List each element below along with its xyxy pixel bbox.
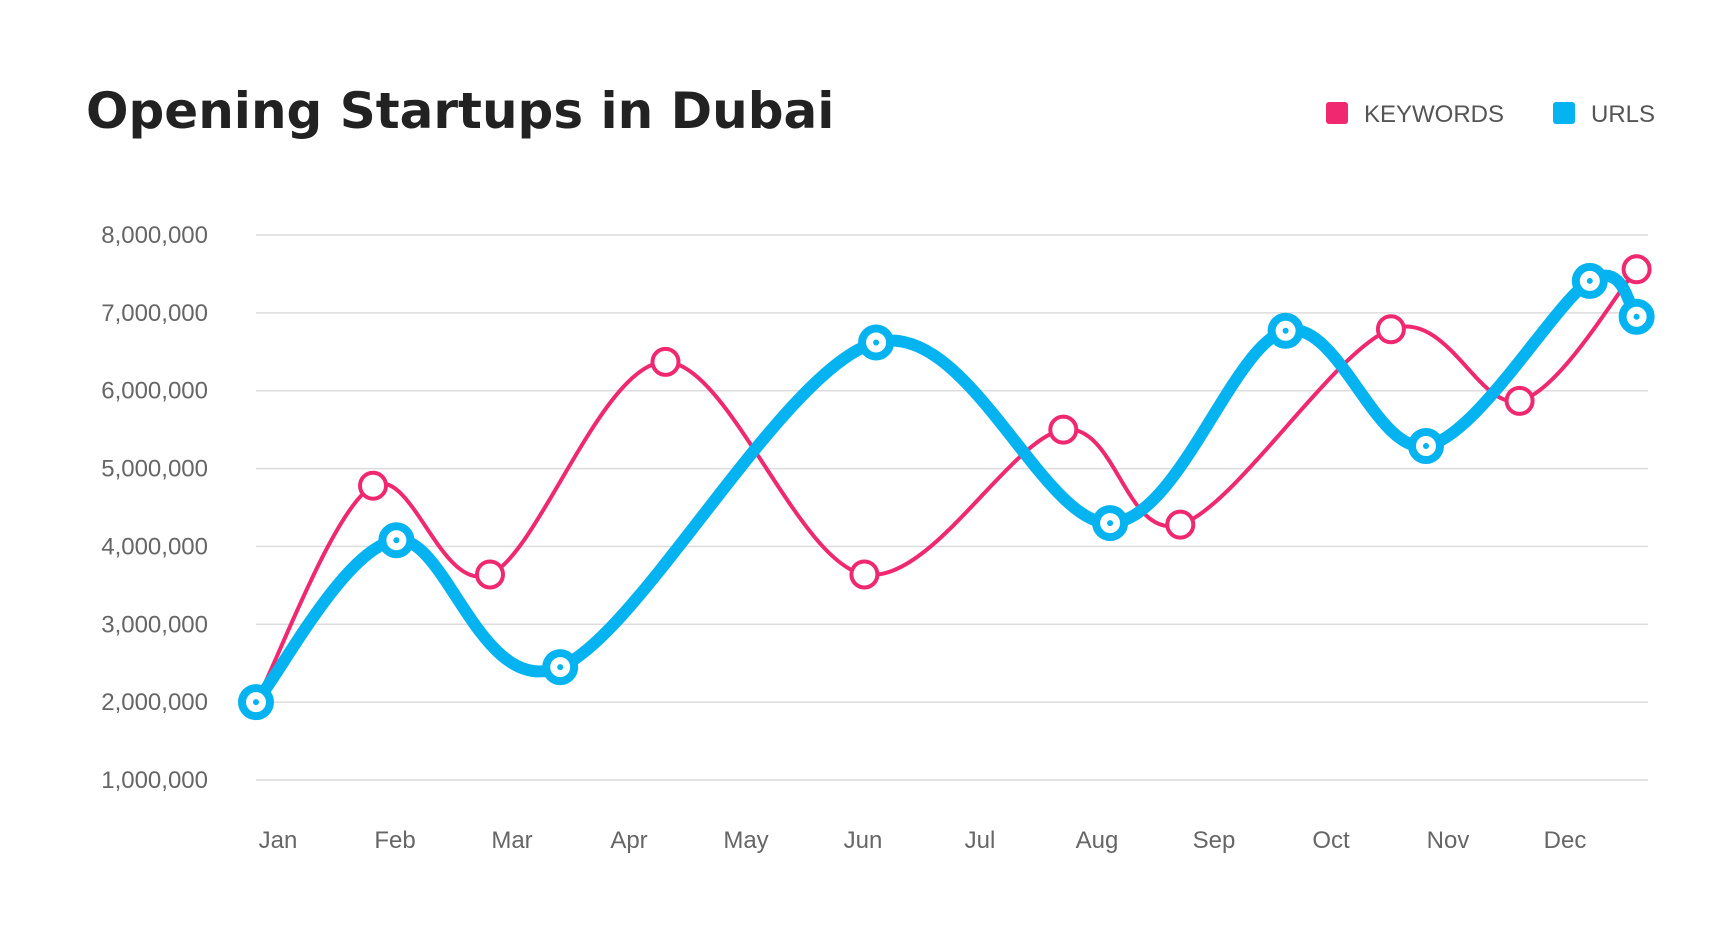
x-tick-label: Sep: [1193, 827, 1236, 854]
grid: [256, 234, 1648, 781]
y-tick-label: 6,000,000: [101, 378, 208, 405]
x-tick-label: Jul: [965, 827, 996, 854]
x-tick-label: Apr: [610, 827, 647, 854]
y-tick-label: 2,000,000: [101, 689, 208, 716]
data-point-keywords[interactable]: [849, 559, 880, 590]
data-point-keywords[interactable]: [358, 470, 388, 501]
x-tick-label: Mar: [491, 827, 532, 854]
legend-swatch-keywords: [1326, 102, 1348, 124]
data-point-center-urls: [873, 339, 880, 346]
data-point-center-urls: [1282, 327, 1289, 334]
y-tick-label: 4,000,000: [101, 533, 208, 560]
y-tick-label: 1,000,000: [101, 767, 208, 794]
legend-label-keywords: KEYWORDS: [1364, 101, 1504, 128]
series: [238, 254, 1655, 721]
x-tick-label: Jun: [844, 827, 883, 854]
x-tick-label: Oct: [1312, 827, 1350, 854]
data-point-keywords[interactable]: [1048, 414, 1079, 445]
y-axis-ticks: 1,000,000 2,000,000 3,000,000 4,000,000 5,00…: [101, 222, 208, 794]
chart-title: Opening Startups in Dubai: [86, 82, 834, 140]
data-point-keywords[interactable]: [1621, 254, 1652, 285]
series-line-urls: [250, 269, 1643, 709]
legend-swatch-urls: [1553, 102, 1575, 124]
data-point-keywords[interactable]: [1504, 385, 1535, 416]
data-point-center-urls: [1633, 313, 1640, 320]
data-point-keywords[interactable]: [1375, 314, 1406, 345]
legend-label-urls: URLS: [1591, 101, 1655, 128]
data-point-keywords[interactable]: [650, 346, 681, 377]
data-point-keywords[interactable]: [1165, 509, 1196, 540]
data-point-center-urls: [1586, 277, 1593, 284]
series-line-keywords: [254, 267, 1639, 705]
x-tick-label: Aug: [1076, 827, 1119, 854]
x-tick-label: Dec: [1544, 827, 1587, 854]
y-tick-label: 8,000,000: [101, 222, 208, 249]
legend-item-urls[interactable]: URLS: [1553, 101, 1655, 128]
series-keywords: [241, 254, 1652, 718]
legend: KEYWORDS URLS: [1326, 101, 1655, 128]
y-tick-label: 7,000,000: [101, 300, 208, 327]
data-point-center-urls: [1423, 442, 1429, 449]
data-point-keywords[interactable]: [475, 559, 505, 590]
data-point-center-urls: [393, 537, 400, 544]
x-tick-label: Jan: [259, 827, 298, 854]
series-urls: [238, 262, 1655, 721]
x-tick-label: Nov: [1427, 827, 1470, 854]
data-point-center-urls: [1107, 520, 1114, 527]
y-tick-label: 3,000,000: [101, 611, 208, 638]
data-point-center-urls: [557, 664, 564, 671]
data-point-center-urls: [253, 699, 259, 706]
legend-item-keywords[interactable]: KEYWORDS: [1326, 101, 1504, 128]
x-tick-label: Feb: [374, 827, 415, 854]
x-tick-label: May: [723, 827, 768, 854]
x-axis-ticks: Jan Feb Mar Apr May Jun Jul Aug Sep Oct Nov Dec: [259, 827, 1587, 854]
y-tick-label: 5,000,000: [101, 456, 208, 483]
